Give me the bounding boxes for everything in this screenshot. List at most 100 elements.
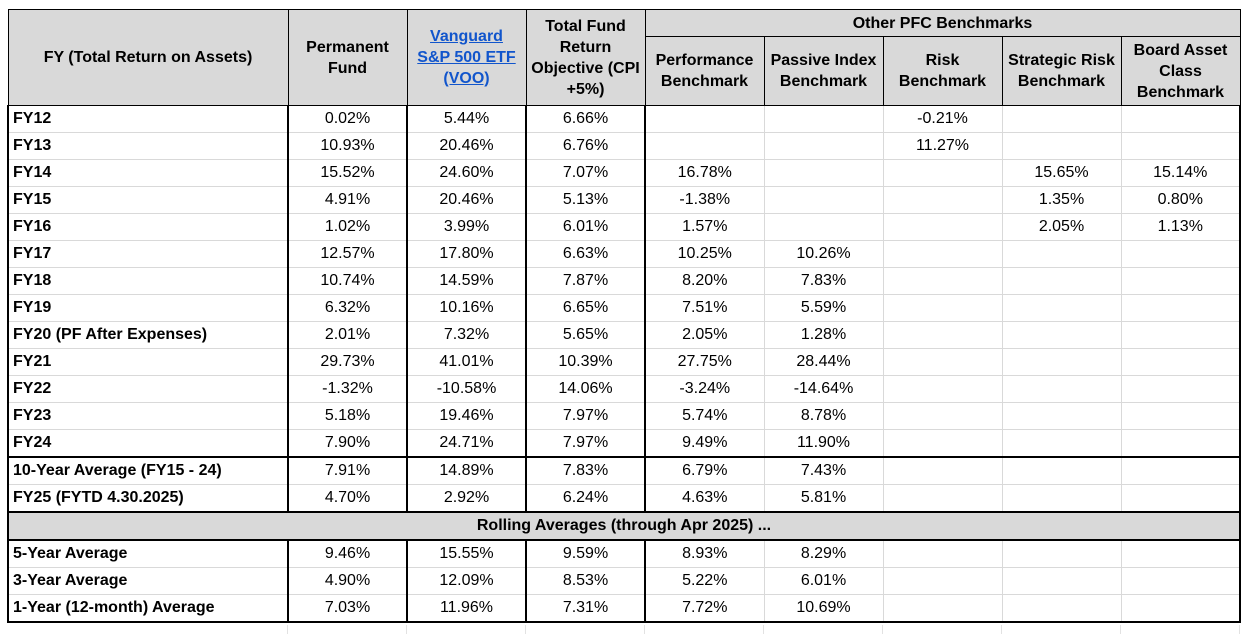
cell-objective: 6.76% — [525, 132, 646, 160]
table-row: FY23 5.18% 19.46% 7.97% 5.74% 8.78% — [7, 402, 1241, 430]
header-fy: FY (Total Return on Assets) — [7, 9, 289, 106]
cell-objective: 5.65% — [525, 321, 646, 349]
cell-board — [1120, 567, 1241, 595]
table-row: 10-Year Average (FY15 - 24) 7.91% 14.89% 7.… — [7, 456, 1241, 485]
cell-risk — [882, 594, 1003, 623]
cell-objective: 6.66% — [525, 105, 646, 133]
returns-table: FY (Total Return on Assets) Permanent Fu… — [7, 9, 1241, 623]
cell-objective: 7.83% — [525, 456, 646, 485]
cell-objective: 7.87% — [525, 267, 646, 295]
cell-risk — [882, 321, 1003, 349]
table-row: FY14 15.52% 24.60% 7.07% 16.78% 15.65% 15.14% — [7, 159, 1241, 187]
cell-permanent-fund: 9.46% — [287, 539, 408, 568]
cell-passive — [763, 213, 884, 241]
cell-objective: 8.53% — [525, 567, 646, 595]
header-other-benchmarks: Other PFC Benchmarks — [644, 9, 1241, 37]
row-label: FY24 — [7, 429, 289, 458]
cell-passive — [763, 186, 884, 214]
cell-board — [1120, 267, 1241, 295]
header-passive-index-benchmark: Passive Index Benchmark — [763, 36, 884, 106]
row-label: 10-Year Average (FY15 - 24) — [7, 456, 289, 485]
cell-board — [1120, 456, 1241, 485]
cell-performance: 8.93% — [644, 539, 765, 568]
cell-board: 0.80% — [1120, 186, 1241, 214]
cell-objective: 6.24% — [525, 484, 646, 513]
cell-strategic — [1001, 240, 1122, 268]
header-performance-benchmark: Performance Benchmark — [644, 36, 765, 106]
header-objective: Total Fund Return Objective (CPI +5%) — [525, 9, 646, 106]
table-row: FY15 4.91% 20.46% 5.13% -1.38% 1.35% 0.80% — [7, 186, 1241, 214]
row-label: FY16 — [7, 213, 289, 241]
voo-link[interactable]: Vanguard S&P 500 ETF (VOO) — [417, 28, 516, 87]
cell-risk — [882, 240, 1003, 268]
cell-objective: 9.59% — [525, 539, 646, 568]
row-label: FY18 — [7, 267, 289, 295]
cell-strategic — [1001, 429, 1122, 458]
table-row: FY22 -1.32% -10.58% 14.06% -3.24% -14.64% — [7, 375, 1241, 403]
cell-objective: 5.13% — [525, 186, 646, 214]
cell-risk — [882, 294, 1003, 322]
row-label: FY17 — [7, 240, 289, 268]
table-row: FY21 29.73% 41.01% 10.39% 27.75% 28.44% — [7, 348, 1241, 376]
cell-passive: 8.29% — [763, 539, 884, 568]
cell-strategic: 1.35% — [1001, 186, 1122, 214]
cell-strategic — [1001, 402, 1122, 430]
cell-voo: 7.32% — [406, 321, 527, 349]
cell-risk — [882, 429, 1003, 458]
cell-strategic: 2.05% — [1001, 213, 1122, 241]
cell-performance: 6.79% — [644, 456, 765, 485]
cell-board — [1120, 348, 1241, 376]
cell-voo: 12.09% — [406, 567, 527, 595]
table-row: 1-Year (12-month) Average 7.03% 11.96% 7.31… — [7, 594, 1241, 623]
section-title-rolling-averages: Rolling Averages (through Apr 2025) ... — [7, 511, 1241, 541]
header-permanent-fund: Permanent Fund — [287, 9, 408, 106]
cell-risk — [882, 186, 1003, 214]
row-label: FY13 — [7, 132, 289, 160]
cell-performance — [644, 105, 765, 133]
cell-permanent-fund: -1.32% — [287, 375, 408, 403]
cell-board — [1120, 132, 1241, 160]
row-label: 3-Year Average — [7, 567, 289, 595]
cell-strategic — [1001, 267, 1122, 295]
cell-objective: 6.01% — [525, 213, 646, 241]
row-label: FY15 — [7, 186, 289, 214]
cell-permanent-fund: 29.73% — [287, 348, 408, 376]
row-label: FY19 — [7, 294, 289, 322]
cell-permanent-fund: 7.91% — [287, 456, 408, 485]
cell-permanent-fund: 15.52% — [287, 159, 408, 187]
cell-performance: 27.75% — [644, 348, 765, 376]
cell-risk — [882, 348, 1003, 376]
cell-risk — [882, 484, 1003, 513]
cell-performance: -3.24% — [644, 375, 765, 403]
cell-objective: 7.31% — [525, 594, 646, 623]
row-label: 5-Year Average — [7, 539, 289, 568]
row-label: FY14 — [7, 159, 289, 187]
cell-risk — [882, 159, 1003, 187]
cell-strategic — [1001, 539, 1122, 568]
cell-strategic — [1001, 375, 1122, 403]
cell-strategic — [1001, 594, 1122, 623]
cell-permanent-fund: 10.74% — [287, 267, 408, 295]
cell-voo: 5.44% — [406, 105, 527, 133]
cell-risk — [882, 567, 1003, 595]
cell-objective: 6.63% — [525, 240, 646, 268]
table-row: FY18 10.74% 14.59% 7.87% 8.20% 7.83% — [7, 267, 1241, 295]
cell-voo: 2.92% — [406, 484, 527, 513]
row-label: FY22 — [7, 375, 289, 403]
cell-performance: 7.72% — [644, 594, 765, 623]
cell-voo: 11.96% — [406, 594, 527, 623]
table-row: FY13 10.93% 20.46% 6.76% 11.27% — [7, 132, 1241, 160]
cell-passive: 10.26% — [763, 240, 884, 268]
cell-voo: 41.01% — [406, 348, 527, 376]
table-row: 5-Year Average 9.46% 15.55% 9.59% 8.93% 8.29% — [7, 539, 1241, 568]
cell-permanent-fund: 4.91% — [287, 186, 408, 214]
cell-passive: 7.83% — [763, 267, 884, 295]
cell-board: 15.14% — [1120, 159, 1241, 187]
cell-permanent-fund: 5.18% — [287, 402, 408, 430]
cell-performance: 7.51% — [644, 294, 765, 322]
cell-performance: -1.38% — [644, 186, 765, 214]
cell-passive: 5.59% — [763, 294, 884, 322]
header-voo: Vanguard S&P 500 ETF (VOO) — [406, 9, 527, 106]
cell-board — [1120, 375, 1241, 403]
